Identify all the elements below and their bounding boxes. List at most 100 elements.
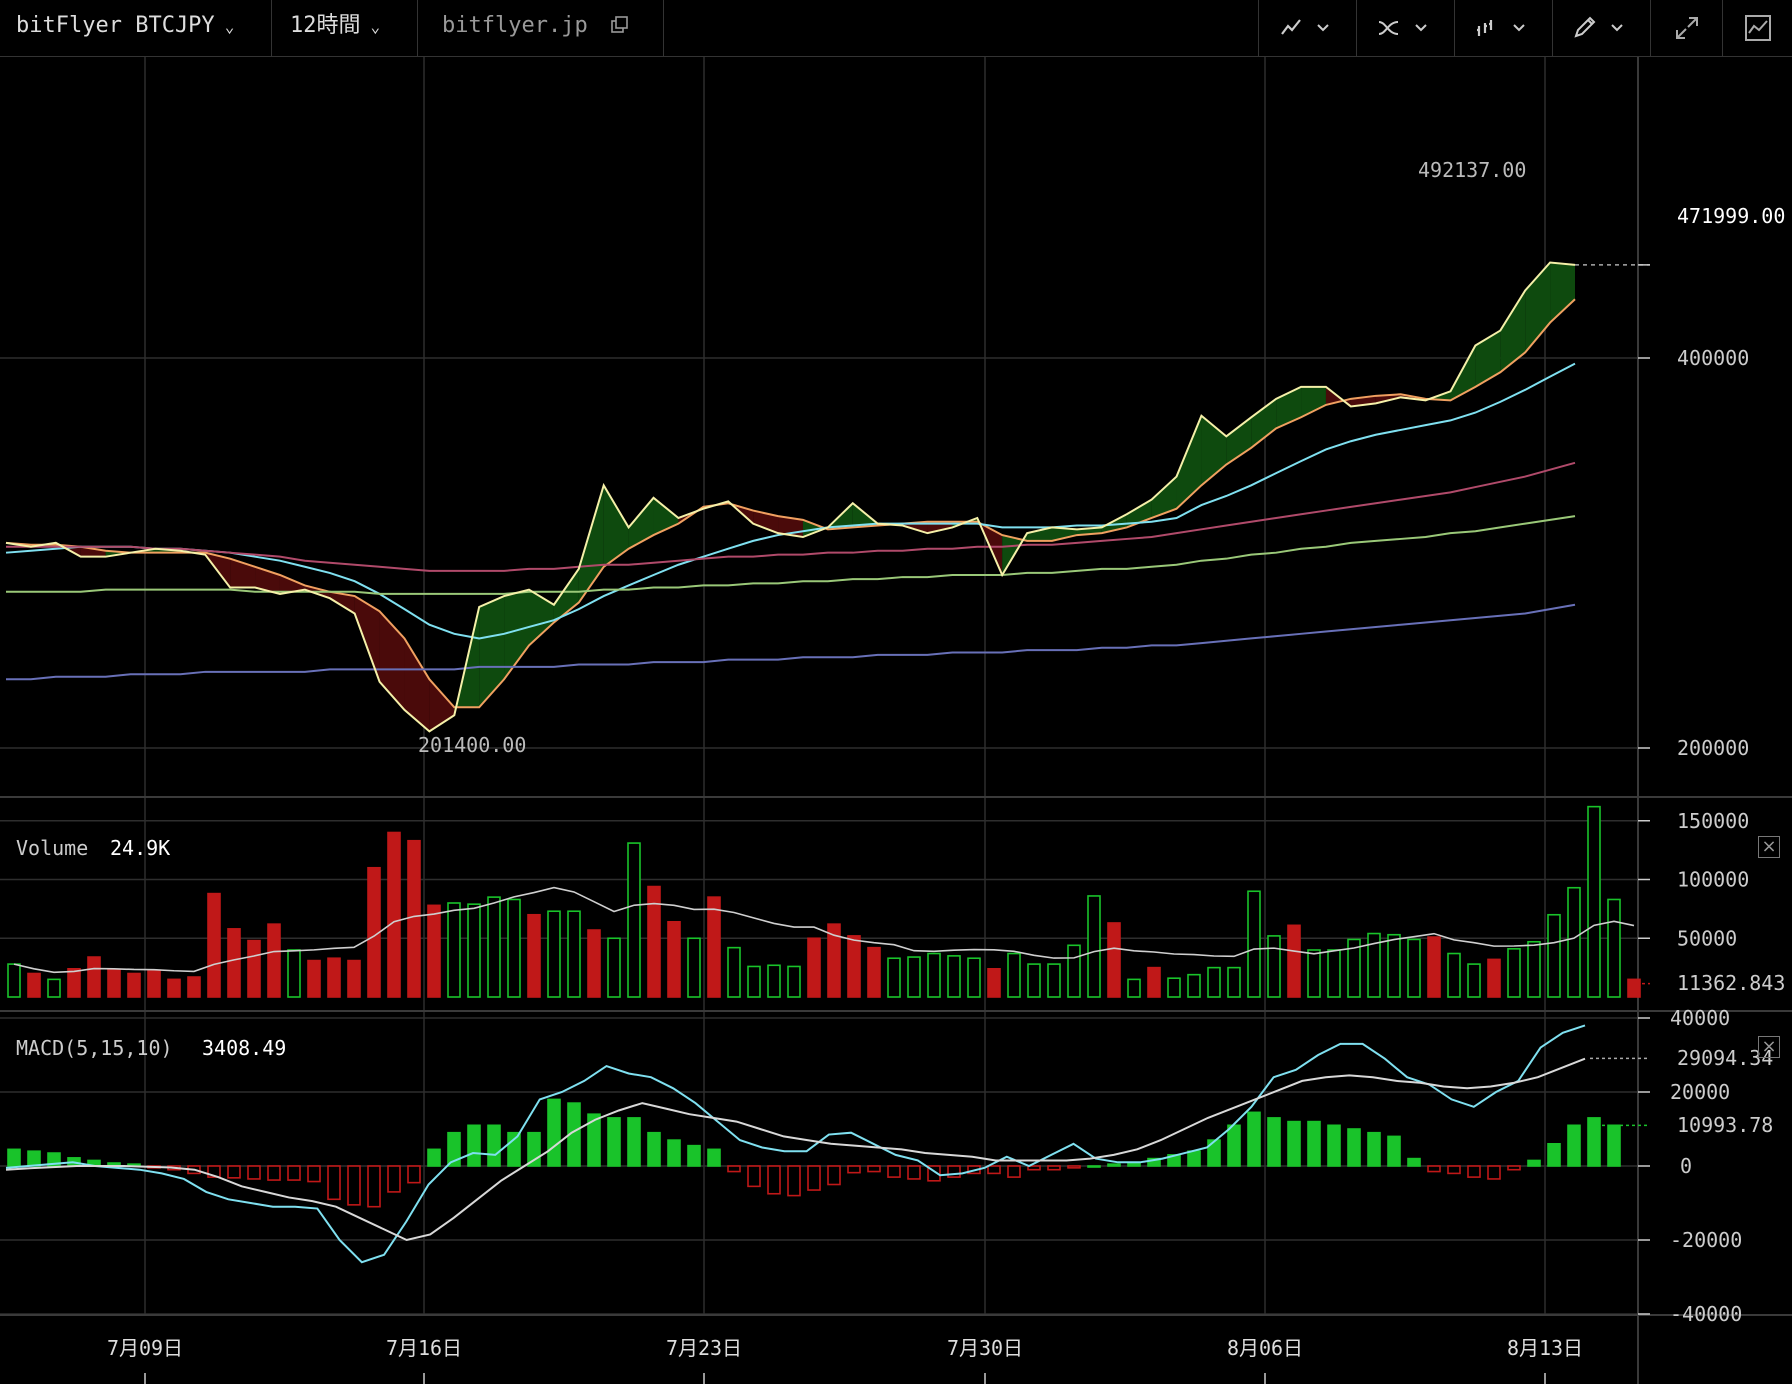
external-link-icon xyxy=(611,16,628,33)
high-price-label: 492137.00 xyxy=(1418,158,1526,182)
volume-bar xyxy=(1247,890,1261,998)
fullscreen-icon xyxy=(1675,17,1698,39)
macd-histogram-bar xyxy=(1427,1165,1441,1173)
price-line xyxy=(5,261,1650,733)
volume-bar xyxy=(147,970,161,998)
chart-settings-button[interactable] xyxy=(1722,0,1792,56)
last-price-label: 471999.00 xyxy=(1677,204,1785,228)
price-band-segment xyxy=(230,558,256,588)
volume-title: Volume xyxy=(16,836,88,860)
volume-tick-label: 50000 xyxy=(1677,926,1737,950)
interval-label: 12時間 xyxy=(290,13,361,38)
volume-bar xyxy=(47,978,61,998)
volume-bar xyxy=(1587,805,1601,998)
indicator-button[interactable] xyxy=(1356,0,1454,56)
macd-histogram-bar xyxy=(1087,1165,1101,1168)
interval-selector[interactable]: 12時間 ⌄ xyxy=(272,0,418,56)
price-band-segment xyxy=(1176,415,1202,509)
volume-bar xyxy=(1487,958,1501,998)
macd-histogram-bar xyxy=(1387,1135,1401,1167)
macd-histogram-bar xyxy=(227,1165,241,1179)
price-band-segment xyxy=(1201,415,1227,486)
volume-bar xyxy=(1047,963,1061,998)
macd-tick-label: 20000 xyxy=(1670,1080,1730,1104)
volume-bar xyxy=(867,946,881,998)
bar-style-button[interactable] xyxy=(1454,0,1552,56)
fullscreen-button[interactable] xyxy=(1650,0,1722,56)
volume-bar xyxy=(1607,898,1621,998)
volume-bar xyxy=(947,955,961,998)
low-price-label: 201400.00 xyxy=(418,733,526,757)
price-band-segment xyxy=(404,638,430,732)
price-band-segment xyxy=(1151,476,1177,518)
macd-histogram-bar xyxy=(1487,1165,1501,1180)
macd-histogram-bar xyxy=(1467,1165,1481,1178)
macd-histogram-bar xyxy=(687,1144,701,1167)
symbol-selector[interactable]: bitFlyer BTCJPY ⌄ xyxy=(0,0,272,56)
macd-tick-label: 0 xyxy=(1680,1154,1692,1178)
volume-bar xyxy=(347,959,361,998)
ma-line-50 xyxy=(6,461,1576,572)
volume-bar xyxy=(227,928,241,998)
signal-line xyxy=(5,1057,1586,1242)
chevron-down-icon: ⌄ xyxy=(370,17,381,36)
chart-area[interactable]: 20000040000050000100000150000-40000-2000… xyxy=(0,57,1792,1384)
date-tick-label: 7月23日 xyxy=(666,1336,742,1360)
volume-bar xyxy=(447,902,461,998)
volume-bar xyxy=(1227,966,1241,998)
volume-bar xyxy=(1327,949,1341,998)
close-volume-icon[interactable]: × xyxy=(1758,836,1780,858)
volume-ma-line xyxy=(13,886,1635,974)
site-link[interactable]: bitflyer.jp xyxy=(418,0,664,56)
volume-bar xyxy=(747,965,761,998)
pencil-icon xyxy=(1573,16,1623,38)
macd-histogram-bar xyxy=(447,1131,461,1167)
price-band-segment xyxy=(1450,345,1476,401)
volume-tick-label: 150000 xyxy=(1677,809,1749,833)
bar-style-icon xyxy=(1476,20,1525,36)
volume-bar xyxy=(607,937,621,998)
price-tick-label: 400000 xyxy=(1677,346,1749,370)
macd-histogram-bar xyxy=(327,1165,341,1201)
volume-bar xyxy=(1567,886,1581,998)
volume-bar xyxy=(847,935,861,998)
volume-bar xyxy=(487,896,501,998)
volume-bar xyxy=(1027,963,1041,998)
volume-bar xyxy=(187,976,201,998)
volume-bar xyxy=(887,957,901,998)
volume-bar xyxy=(1427,936,1441,998)
volume-bar xyxy=(1527,940,1541,998)
axes: 20000040000050000100000150000-40000-2000… xyxy=(107,264,1749,1384)
drawing-tools-button[interactable] xyxy=(1552,0,1650,56)
volume-bar xyxy=(807,937,821,998)
volume-bar xyxy=(127,972,141,998)
macd-histogram-bar xyxy=(727,1165,741,1173)
close-macd-icon[interactable]: × xyxy=(1758,1036,1780,1058)
ma-line-5 xyxy=(5,298,1576,709)
chart-type-button[interactable] xyxy=(1258,0,1356,56)
volume-bar xyxy=(1267,935,1281,998)
volume-bar xyxy=(247,939,261,998)
date-tick-label: 8月13日 xyxy=(1507,1336,1583,1360)
macd-histogram-bar xyxy=(807,1165,821,1191)
volume-bar xyxy=(1307,949,1321,998)
macd-histogram-bar xyxy=(1527,1159,1541,1167)
chevron-down-icon: ⌄ xyxy=(224,17,235,36)
volume-bar xyxy=(927,952,941,998)
macd-histogram-bar xyxy=(27,1150,41,1167)
price-band-segment xyxy=(1027,527,1052,541)
macd-histogram-bar xyxy=(747,1165,761,1188)
macd-histogram-bar xyxy=(707,1148,721,1167)
volume-bar xyxy=(727,946,741,998)
volume-last-label: 11362.843 xyxy=(1677,971,1785,995)
price-band-segment xyxy=(1301,386,1326,418)
volume-bar xyxy=(767,964,781,998)
price-band-segment xyxy=(279,574,305,594)
volume-bar xyxy=(107,969,121,998)
ma-line-200 xyxy=(6,603,1576,681)
macd-histogram-bar xyxy=(407,1165,421,1184)
macd-tick-label: -20000 xyxy=(1670,1228,1742,1252)
macd-histogram-bar xyxy=(1247,1111,1261,1167)
volume-bar xyxy=(527,913,541,998)
macd-hist-label: 10993.78 xyxy=(1677,1113,1773,1137)
